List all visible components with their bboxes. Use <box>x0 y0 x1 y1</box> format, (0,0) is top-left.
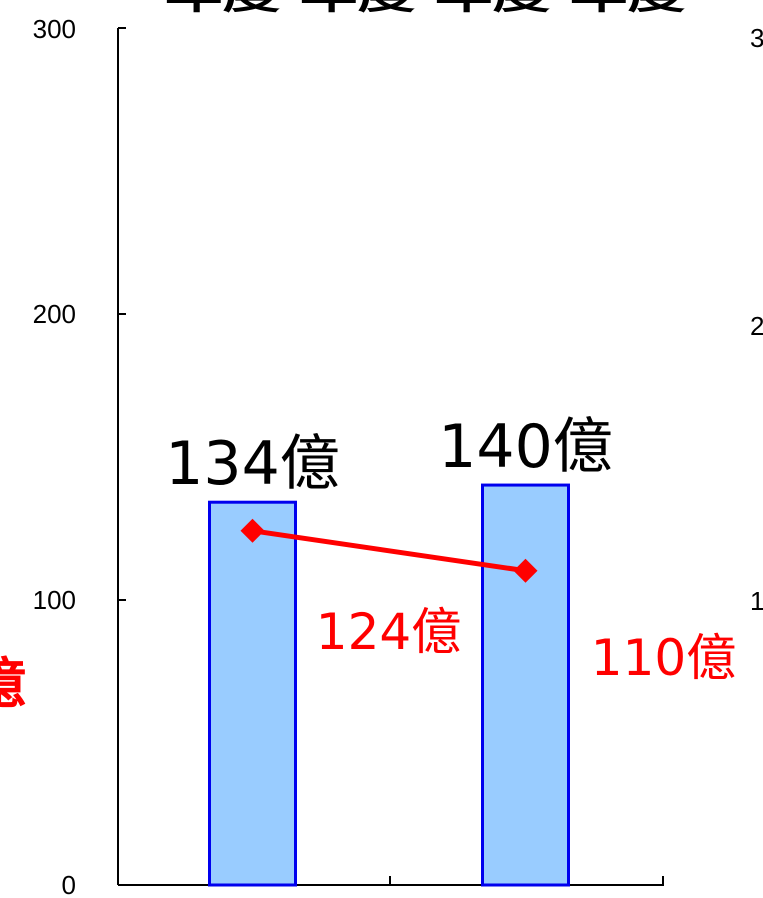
y-tick-label-100: 100 <box>33 585 76 615</box>
cut-right-tick-200: 2 <box>750 311 763 341</box>
bar-category-2 <box>481 483 570 887</box>
bar-label-2: 140億 <box>438 412 613 482</box>
line-label-1: 124億 <box>316 603 461 661</box>
line-label-2: 110億 <box>591 629 736 687</box>
bar-labels: 134億 140億 <box>165 412 613 499</box>
y-tick-label-300: 300 <box>33 14 76 44</box>
line-point-1 <box>240 518 265 543</box>
cut-top-text: 年度 年度 年度 年度 <box>165 0 685 18</box>
line-series <box>240 518 538 583</box>
bar-category-1 <box>208 500 297 887</box>
cut-right-axis: 3 2 1 <box>750 23 763 616</box>
x-axis <box>118 876 664 886</box>
line-labels: 124億 110億 <box>316 603 736 687</box>
line-point-2 <box>513 558 538 583</box>
cut-right-tick-100: 1 <box>750 586 763 616</box>
line-segment <box>252 528 526 574</box>
bar-series <box>208 483 570 887</box>
cut-top-labels: 年度 年度 年度 年度 <box>165 0 685 18</box>
cut-right-tick-300: 3 <box>750 23 763 53</box>
bar-label-1: 134億 <box>165 429 340 499</box>
y-tick-label-0: 0 <box>62 870 76 898</box>
y-axis: 0 100 200 300 <box>33 14 126 898</box>
y-tick-label-200: 200 <box>33 299 76 329</box>
cut-left-label: 億 <box>0 652 26 715</box>
